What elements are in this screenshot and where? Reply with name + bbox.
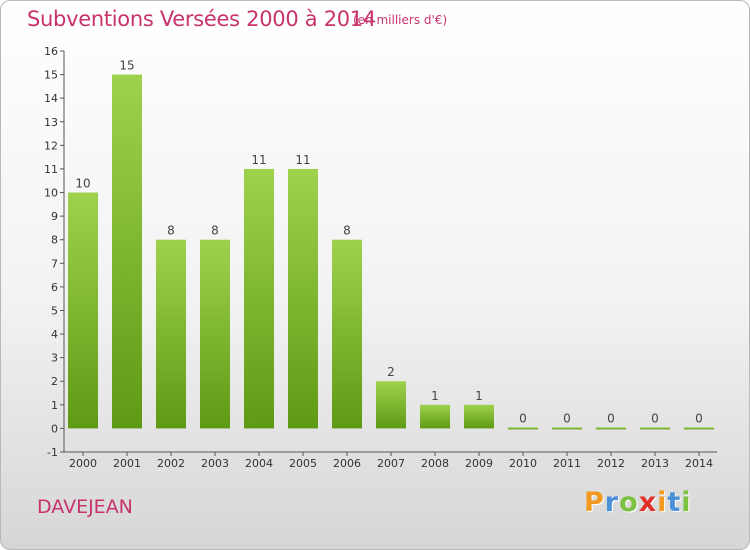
- x-tick-label: 2005: [289, 457, 317, 470]
- bar-value-label: 8: [343, 224, 351, 238]
- bar: [244, 168, 274, 429]
- y-tick-label: 4: [51, 328, 58, 341]
- bar: [200, 239, 230, 429]
- bar: [156, 239, 186, 429]
- y-tick-label: 1: [51, 399, 58, 412]
- bar-value-label: 10: [75, 177, 90, 191]
- x-tick-label: 2013: [641, 457, 669, 470]
- y-tick-label: 8: [51, 234, 58, 247]
- proxiti-logo: Proxiti: [584, 487, 692, 518]
- bar-value-label: 0: [695, 411, 703, 425]
- bar-value-label: 1: [431, 389, 439, 403]
- y-tick-label: 15: [44, 69, 58, 82]
- x-tick-label: 2009: [465, 457, 493, 470]
- bar-value-label: 11: [251, 153, 266, 167]
- y-tick-label: 10: [44, 187, 58, 200]
- y-tick-label: 5: [51, 304, 58, 317]
- logo-letter: i: [657, 487, 668, 518]
- x-tick-label: 2007: [377, 457, 405, 470]
- x-tick-label: 2002: [157, 457, 185, 470]
- commune-name: DAVEJEAN: [37, 496, 133, 518]
- y-tick-label: 11: [44, 163, 58, 176]
- bar-value-label: 0: [651, 411, 659, 425]
- logo-letter: t: [667, 487, 682, 518]
- x-tick-label: 2008: [421, 457, 449, 470]
- bar: [112, 74, 142, 429]
- logo-letter: i: [681, 487, 692, 518]
- bar-value-label: 0: [563, 411, 571, 425]
- bar: [464, 404, 494, 429]
- bar: [68, 192, 98, 429]
- x-tick-label: 2006: [333, 457, 361, 470]
- bar-value-label: 1: [475, 389, 483, 403]
- y-tick-label: 2: [51, 375, 58, 388]
- bar-value-label: 8: [167, 224, 175, 238]
- chart-subtitle: (en milliers d'€): [353, 13, 448, 27]
- bar-value-label: 2: [387, 365, 395, 379]
- x-tick-label: 2012: [597, 457, 625, 470]
- bar: [508, 427, 538, 430]
- x-tick-label: 2000: [69, 457, 97, 470]
- bar: [684, 427, 714, 430]
- x-tick-label: 2001: [113, 457, 141, 470]
- x-tick-label: 2003: [201, 457, 229, 470]
- bar-value-label: 11: [295, 153, 310, 167]
- y-tick-label: 7: [51, 257, 58, 270]
- bar: [420, 404, 450, 429]
- y-tick-label: 9: [51, 210, 58, 223]
- logo-letter: r: [604, 487, 620, 518]
- bar-value-label: 15: [119, 59, 134, 73]
- bar: [288, 168, 318, 429]
- y-tick-label: 12: [44, 139, 58, 152]
- bar: [640, 427, 670, 430]
- bar: [332, 239, 362, 429]
- y-tick-label: 13: [44, 116, 58, 129]
- bar: [596, 427, 626, 430]
- y-tick-label: 14: [44, 92, 58, 105]
- y-tick-label: 3: [51, 352, 58, 365]
- logo-letter: o: [619, 487, 639, 518]
- chart-title: Subventions Versées 2000 à 2014: [27, 7, 376, 31]
- bar-value-label: 0: [607, 411, 615, 425]
- bar: [376, 381, 406, 429]
- bar-value-label: 0: [519, 411, 527, 425]
- x-tick-label: 2010: [509, 457, 537, 470]
- logo-letter: x: [638, 487, 658, 518]
- x-tick-label: 2004: [245, 457, 273, 470]
- y-tick-label: -1: [47, 446, 58, 459]
- y-tick-label: 6: [51, 281, 58, 294]
- x-tick-label: 2011: [553, 457, 581, 470]
- x-tick-label: 2014: [685, 457, 713, 470]
- logo-letter: P: [584, 487, 605, 518]
- bar: [552, 427, 582, 430]
- y-tick-label: 16: [44, 45, 58, 58]
- bar-value-label: 8: [211, 224, 219, 238]
- y-tick-label: 0: [51, 422, 58, 435]
